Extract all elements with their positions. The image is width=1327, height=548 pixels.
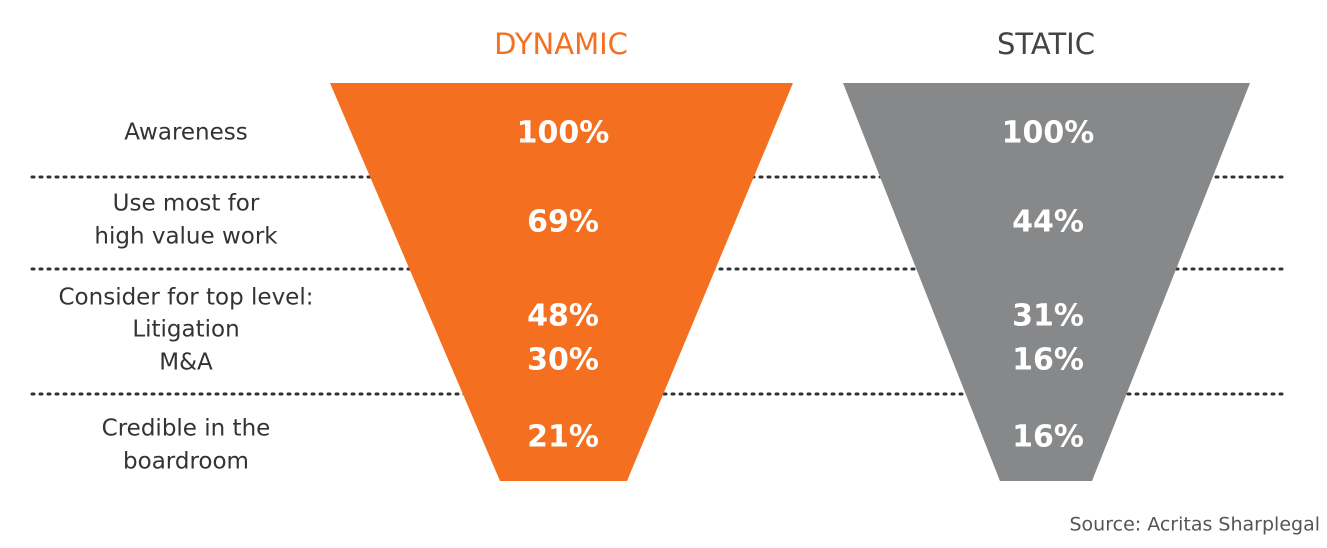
- column-title: DYNAMIC: [494, 27, 628, 61]
- dynamic-funnel: [330, 83, 793, 481]
- row-label: M&A: [159, 350, 213, 376]
- row-label: Awareness: [124, 120, 248, 146]
- row-label: high value work: [94, 224, 278, 250]
- value-label: 100%: [1002, 116, 1095, 151]
- source: Source: Acritas Sharplegal: [1070, 514, 1321, 536]
- static-funnel: [843, 83, 1250, 481]
- value-label: 30%: [527, 343, 599, 378]
- row-label: Credible in the: [102, 416, 271, 442]
- value-label: 16%: [1012, 343, 1084, 378]
- column-title: STATIC: [997, 27, 1095, 61]
- value-label: 69%: [527, 205, 599, 240]
- row-label: Litigation: [132, 317, 239, 343]
- row-label: boardroom: [123, 449, 249, 475]
- row-label: Consider for top level:: [59, 285, 314, 311]
- value-label: 100%: [517, 116, 610, 151]
- value-label: 31%: [1012, 299, 1084, 334]
- value-label: 48%: [527, 299, 599, 334]
- value-label: 16%: [1012, 420, 1084, 455]
- value-label: 21%: [527, 420, 599, 455]
- row-label: Use most for: [113, 191, 260, 217]
- value-label: 44%: [1012, 205, 1084, 240]
